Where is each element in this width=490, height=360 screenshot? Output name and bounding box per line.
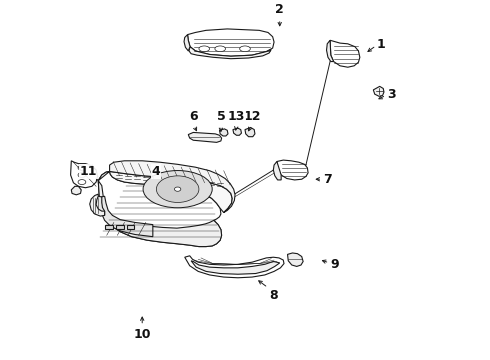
Ellipse shape (78, 172, 86, 177)
Text: 9: 9 (330, 258, 339, 271)
Ellipse shape (199, 46, 210, 51)
Polygon shape (105, 225, 113, 229)
Text: 5: 5 (217, 109, 225, 122)
Polygon shape (110, 161, 235, 212)
Text: 6: 6 (190, 109, 198, 122)
Ellipse shape (215, 46, 225, 51)
Polygon shape (185, 256, 284, 278)
Polygon shape (72, 186, 81, 195)
Polygon shape (95, 196, 105, 215)
Text: 2: 2 (275, 3, 284, 16)
Polygon shape (116, 225, 124, 229)
Text: 10: 10 (133, 328, 151, 341)
Polygon shape (288, 253, 303, 266)
Polygon shape (330, 40, 360, 67)
Polygon shape (191, 261, 280, 274)
Text: 11: 11 (79, 165, 97, 178)
Polygon shape (188, 29, 274, 56)
Polygon shape (326, 40, 334, 62)
Polygon shape (245, 127, 255, 137)
Ellipse shape (78, 165, 86, 170)
Polygon shape (220, 129, 228, 136)
Polygon shape (184, 35, 190, 51)
Text: 3: 3 (387, 87, 395, 101)
Text: 1: 1 (376, 38, 385, 51)
Polygon shape (126, 225, 134, 229)
Polygon shape (273, 162, 281, 180)
Polygon shape (233, 128, 242, 135)
Text: 13: 13 (228, 109, 245, 122)
Polygon shape (90, 194, 105, 216)
Polygon shape (277, 160, 308, 180)
Polygon shape (71, 161, 98, 188)
Text: 7: 7 (323, 173, 332, 186)
Polygon shape (373, 86, 384, 96)
Ellipse shape (174, 187, 181, 191)
Polygon shape (98, 171, 232, 212)
Text: 4: 4 (151, 165, 160, 178)
Ellipse shape (78, 180, 86, 185)
Text: 8: 8 (269, 289, 278, 302)
Polygon shape (188, 132, 221, 142)
Polygon shape (98, 171, 221, 247)
Ellipse shape (240, 46, 250, 51)
Polygon shape (189, 47, 271, 59)
Polygon shape (101, 196, 153, 237)
Ellipse shape (143, 171, 212, 208)
Text: 12: 12 (244, 109, 261, 122)
Ellipse shape (156, 176, 199, 202)
Polygon shape (98, 181, 221, 247)
